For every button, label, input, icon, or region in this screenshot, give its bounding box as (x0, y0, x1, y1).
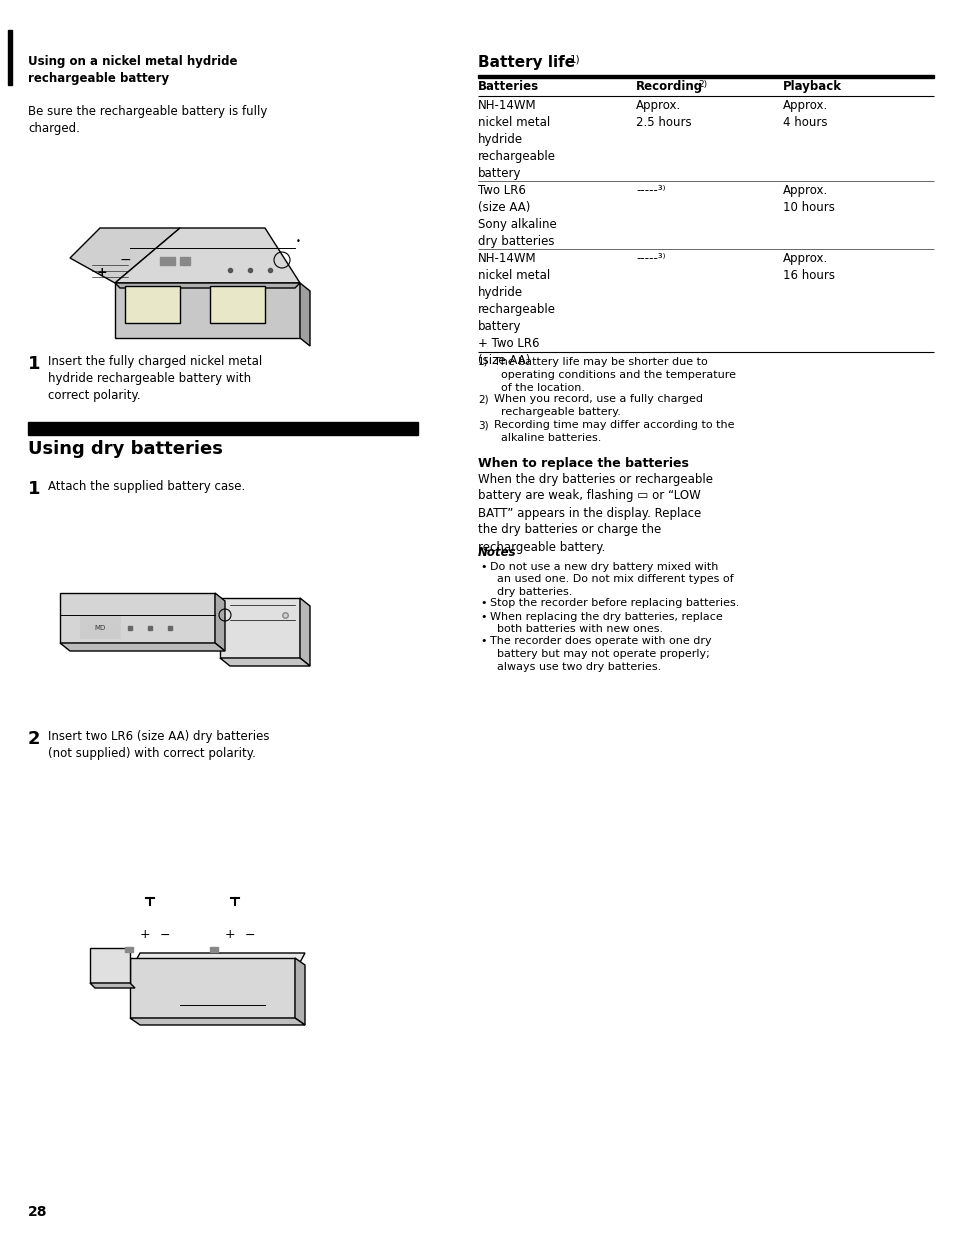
Text: −: − (245, 928, 255, 942)
Text: 2): 2) (477, 395, 488, 404)
Polygon shape (125, 953, 305, 981)
Text: •: • (479, 612, 486, 621)
Text: Approx.
2.5 hours: Approx. 2.5 hours (636, 99, 691, 129)
Text: MD: MD (94, 625, 106, 631)
Text: 3): 3) (477, 420, 488, 430)
Bar (125, 947, 132, 952)
Text: Stop the recorder before replacing batteries.: Stop the recorder before replacing batte… (490, 598, 739, 608)
Bar (180, 256, 190, 265)
Text: The battery life may be shorter due to
  operating conditions and the temperatur: The battery life may be shorter due to o… (494, 358, 735, 392)
Polygon shape (90, 948, 130, 983)
Text: Attach the supplied battery case.: Attach the supplied battery case. (48, 480, 245, 493)
Polygon shape (214, 593, 225, 651)
Polygon shape (210, 286, 265, 323)
Polygon shape (115, 284, 299, 289)
Bar (160, 256, 174, 265)
Polygon shape (70, 228, 180, 284)
Text: When you record, use a fully charged
  rechargeable battery.: When you record, use a fully charged rec… (494, 395, 702, 417)
Bar (8, 30, 12, 85)
Text: Batteries: Batteries (477, 80, 538, 92)
Text: 1: 1 (28, 355, 40, 374)
Text: Approx.
10 hours: Approx. 10 hours (782, 184, 834, 215)
Bar (477, 75, 933, 78)
Text: −: − (159, 928, 170, 942)
Bar (210, 947, 218, 952)
Polygon shape (299, 598, 310, 666)
Polygon shape (60, 642, 225, 651)
Polygon shape (220, 598, 299, 658)
Text: 2): 2) (698, 80, 706, 89)
Polygon shape (90, 983, 135, 988)
Bar (28, 422, 417, 435)
Text: Using on a nickel metal hydride
rechargeable battery: Using on a nickel metal hydride recharge… (28, 55, 237, 85)
Text: Using dry batteries: Using dry batteries (28, 440, 223, 457)
Text: When replacing the dry batteries, replace
  both batteries with new ones.: When replacing the dry batteries, replac… (490, 612, 722, 634)
Text: When to replace the batteries: When to replace the batteries (477, 456, 688, 470)
Text: Insert the fully charged nickel metal
hydride rechargeable battery with
correct : Insert the fully charged nickel metal hy… (48, 355, 262, 402)
Text: 28: 28 (28, 1205, 48, 1219)
Polygon shape (130, 958, 294, 1018)
Polygon shape (60, 593, 214, 642)
Polygon shape (115, 284, 299, 338)
Text: 1): 1) (569, 55, 580, 65)
Text: NH-14WM
nickel metal
hydride
rechargeable
battery
+ Two LR6
(size AA): NH-14WM nickel metal hydride rechargeabl… (477, 252, 556, 367)
Text: Do not use a new dry battery mixed with
  an used one. Do not mix different type: Do not use a new dry battery mixed with … (490, 561, 733, 597)
Text: −: − (119, 253, 131, 268)
Text: 1): 1) (477, 358, 488, 367)
Polygon shape (115, 228, 299, 284)
Text: The recorder does operate with one dry
  battery but may not operate properly;
 : The recorder does operate with one dry b… (490, 636, 711, 672)
Polygon shape (125, 286, 180, 323)
Text: Playback: Playback (782, 80, 841, 92)
Text: •: • (295, 238, 300, 247)
Text: •: • (479, 561, 486, 572)
Text: 1: 1 (28, 480, 40, 498)
Text: +: + (139, 928, 151, 942)
Text: Recording: Recording (636, 80, 702, 92)
Text: 2: 2 (28, 730, 40, 748)
Text: Two LR6
(size AA)
Sony alkaline
dry batteries: Two LR6 (size AA) Sony alkaline dry batt… (477, 184, 557, 248)
Polygon shape (294, 958, 305, 1025)
Text: Be sure the rechargeable battery is fully
charged.: Be sure the rechargeable battery is full… (28, 105, 267, 134)
Text: -----³⁾: -----³⁾ (636, 252, 665, 265)
Text: -----³⁾: -----³⁾ (636, 184, 665, 197)
Text: Insert two LR6 (size AA) dry batteries
(not supplied) with correct polarity.: Insert two LR6 (size AA) dry batteries (… (48, 730, 269, 760)
Text: Approx.
16 hours: Approx. 16 hours (782, 252, 834, 282)
Text: NH-14WM
nickel metal
hydride
rechargeable
battery: NH-14WM nickel metal hydride rechargeabl… (477, 99, 556, 180)
Text: Approx.
4 hours: Approx. 4 hours (782, 99, 827, 129)
Polygon shape (299, 284, 310, 346)
Text: •: • (479, 598, 486, 608)
Text: +: + (225, 928, 235, 942)
Text: Notes: Notes (477, 546, 517, 560)
Text: Battery life: Battery life (477, 55, 575, 70)
Text: •: • (479, 636, 486, 646)
Text: When the dry batteries or rechargeable
battery are weak, flashing ▭ or “LOW
BATT: When the dry batteries or rechargeable b… (477, 472, 712, 554)
Polygon shape (130, 1018, 305, 1025)
Bar (80, 616, 120, 637)
Text: +: + (96, 266, 107, 280)
Text: Recording time may differ according to the
  alkaline batteries.: Recording time may differ according to t… (494, 420, 734, 444)
Polygon shape (220, 658, 310, 666)
